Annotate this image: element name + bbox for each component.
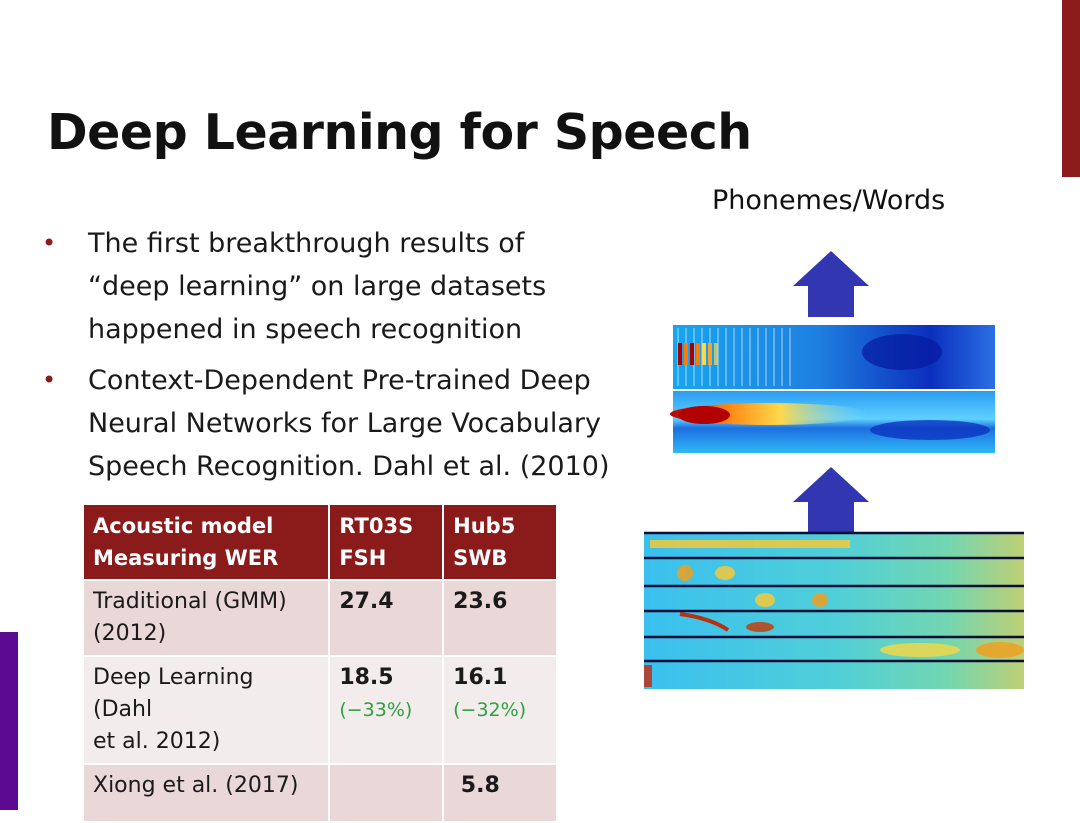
bullet-dot-icon: • [42, 229, 57, 257]
up-arrow-icon [793, 467, 869, 533]
wer-results-table: Acoustic model Measuring WER RT03S FSH H… [81, 503, 558, 823]
column-header-swb: Hub5 SWB [442, 503, 558, 581]
bullet-text: The first breakthrough results of “deep … [88, 228, 547, 345]
fsh-value: 27.4 [339, 589, 394, 614]
swb-value: 16.1 [453, 665, 508, 690]
fsh-delta: (−33%) [339, 699, 413, 721]
fsh-cell: 18.5 (−33%) [328, 655, 445, 765]
slide-title: Deep Learning for Speech [47, 104, 752, 161]
model-cell: Deep Learning (Dahl et al. 2012) [81, 655, 331, 765]
swb-value: 23.6 [453, 589, 508, 614]
bullet-item: • Context-Dependent Pre-trained Deep Neu… [42, 359, 682, 488]
speech-network-diagram [644, 251, 1024, 689]
table-header-row: Acoustic model Measuring WER RT03S FSH H… [81, 503, 558, 581]
table-row: Deep Learning (Dahl et al. 2012) 18.5 (−… [81, 655, 558, 765]
fsh-value: 18.5 [339, 665, 394, 690]
bullet-text: Context-Dependent Pre-trained Deep Neura… [88, 365, 610, 482]
lower-spectrogram [644, 531, 1024, 689]
fsh-cell [328, 763, 445, 823]
swb-delta: (−32%) [453, 699, 527, 721]
table-row: Traditional (GMM) (2012) 27.4 23.6 [81, 579, 558, 657]
fsh-cell: 27.4 [328, 579, 445, 657]
bullet-list: • The first breakthrough results of “dee… [42, 222, 682, 496]
swb-cell: 16.1 (−32%) [442, 655, 558, 765]
swb-value: 5.8 [453, 773, 500, 798]
column-header-model: Acoustic model Measuring WER [81, 503, 331, 581]
model-cell: Xiong et al. (2017) [81, 763, 331, 823]
swb-cell: 5.8 [442, 763, 558, 823]
accent-bar-left [0, 632, 18, 810]
up-arrow-icon [793, 251, 869, 317]
output-label: Phonemes/Words [712, 185, 946, 216]
column-header-fsh: RT03S FSH [328, 503, 445, 581]
accent-bar-right [1062, 0, 1080, 177]
upper-spectrogram-bottom [670, 391, 995, 453]
bullet-item: • The first breakthrough results of “dee… [42, 222, 682, 351]
bullet-dot-icon: • [42, 366, 57, 394]
table-row: Xiong et al. (2017) 5.8 [81, 763, 558, 823]
swb-cell: 23.6 [442, 579, 558, 657]
upper-spectrogram-top [673, 325, 995, 389]
model-cell: Traditional (GMM) (2012) [81, 579, 331, 657]
